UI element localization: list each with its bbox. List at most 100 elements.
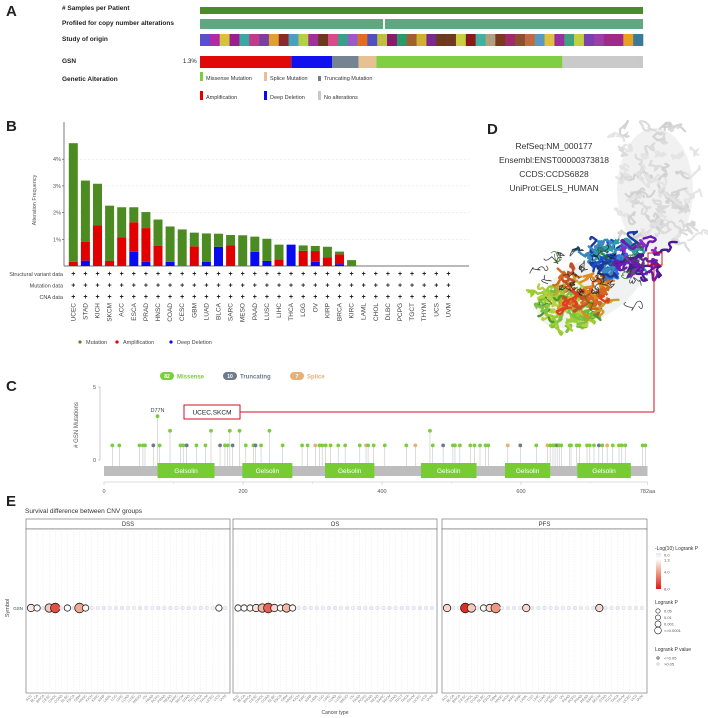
lollipop-head [253,443,258,448]
survival-dot [125,605,130,610]
gray-chain-ribbon [613,207,629,218]
side-chain-sticks [595,267,602,284]
side-chain-sticks [597,247,613,266]
cancer-type-tick: HNSC [285,694,295,704]
purple-chain-ribbon [653,240,678,256]
cancer-type-tick: CESC [249,694,259,704]
y-tick-label: 5 [93,385,96,391]
lollipop-head [151,443,156,448]
lollipop-head [610,443,615,448]
profile-mark: + [192,271,196,278]
cancer-type-label: TGCT [409,303,416,321]
legend-swatch-1 [264,72,267,81]
orange-chain-ribbon [561,277,576,288]
profile-mark: + [216,271,220,278]
profile-mark: + [277,294,281,301]
survival-dot [345,605,350,610]
bar-deep-deletion [141,261,151,266]
cancer-type-label: UCEC [70,303,77,322]
profile-mark: + [144,283,148,290]
cancer-type-tick: SARC [169,694,179,704]
sig-legend-title: Logrank P value [655,647,691,653]
cancer-type-tick: LGG [317,694,325,702]
side-chain-sticks [629,277,642,286]
lollipop-head [548,443,553,448]
lollipop-head [478,443,482,448]
profile-mark: + [277,283,281,290]
lollipop-head [110,443,115,448]
study-segment [554,34,565,46]
survival-dot [210,605,215,610]
legend-label: Deep Deletion [270,95,305,101]
survival-dot [59,605,64,610]
survival-dot [234,604,242,612]
lollipop-head [366,443,370,448]
survival-dot [113,605,118,610]
bar-amplification [117,237,127,266]
side-chain-sticks [623,300,643,311]
bar-deep-deletion [286,244,296,266]
gsn-percent: 1.3% [183,59,197,65]
cancer-type-tick: MESO [339,694,349,704]
gsn-segment-no-alterations [562,56,643,68]
profile-mark: + [95,271,99,278]
lollipop-head [371,443,376,448]
bar-mutation [250,236,260,252]
study-segment [485,34,496,46]
gray-chain-ribbon [643,220,662,236]
lollipop-head [505,443,510,448]
side-chain-sticks [578,265,588,271]
orange-chain-ribbon [561,295,579,307]
gray-chain-ribbon [617,229,627,239]
survival-dot [288,604,297,612]
survival-dot [320,605,325,610]
lollipop-head [280,443,285,448]
profile-mark: + [422,271,426,278]
profile-mark: + [350,283,354,290]
cancer-type-label: ESCA [131,302,138,320]
legend-label: Deep Deletion [177,340,212,346]
cancer-type-tick: KIRC [298,694,307,703]
lollipop-head [300,443,304,448]
survival-dot [186,605,191,610]
survival-dot [156,605,161,610]
legend-label: Mutation [86,340,107,346]
cancer-type-tick: READ [579,694,589,704]
x-tick-label: 782aa [640,489,656,495]
profile-mark: + [95,294,99,301]
profile-mark: + [313,294,317,301]
survival-dot [381,605,386,610]
cancer-type-tick: LIHC [116,694,125,703]
green-chain-ribbon [525,289,546,299]
study-segment [298,34,309,46]
lollipop-head [117,443,122,448]
lollipop-head [357,443,362,448]
study-segment [200,34,211,46]
gelsolin-domain [157,463,215,478]
cancer-type-tick: THYM [406,694,416,704]
profile-mark: + [144,294,148,301]
gray-chain-ribbon [619,172,633,182]
samples-per-patient-track [200,7,643,14]
gray-chain-ribbon [643,142,656,156]
gray-chain-ribbon [658,191,683,206]
cancer-type-tick: ACC [25,694,33,702]
lollipop-head [428,428,432,433]
survival-dot [499,605,504,610]
legend-swatch-2 [318,76,321,81]
cancer-type-tick: KIRP [304,693,313,702]
profile-mark: + [120,283,124,290]
study-segment [475,34,486,46]
study-segment [367,34,378,46]
lollipop-head [430,443,435,448]
cancer-type-tick: UCEC [622,694,632,704]
blue-chain-ribbon [597,265,619,279]
profile-mark: + [95,283,99,290]
profile-mark: + [265,271,269,278]
profile-row-label: Mutation data [30,284,64,290]
cancer-type-tick: THYM [199,694,209,704]
survival-dot [512,605,517,610]
bar-amplification [274,259,284,266]
lollipop-head [317,443,322,448]
domain-label: Gelsolin [256,468,280,475]
